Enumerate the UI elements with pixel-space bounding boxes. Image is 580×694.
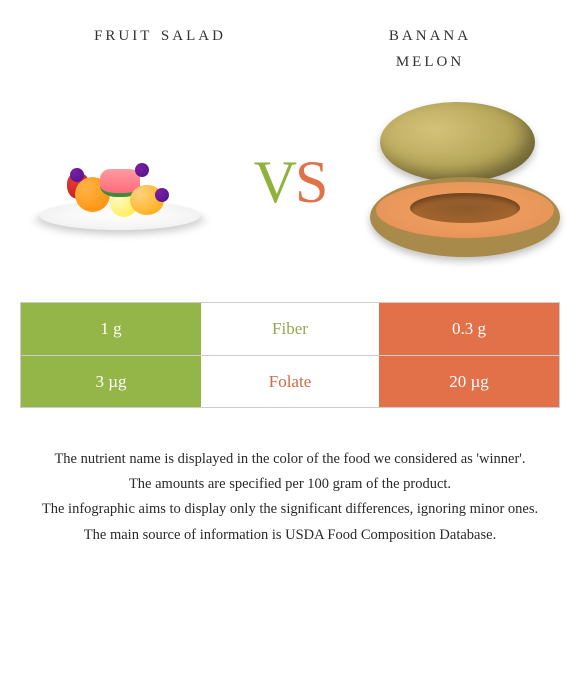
footnote-line: The nutrient name is displayed in the co… <box>30 448 550 471</box>
table-row: 3 µgFolate20 µg <box>21 355 559 407</box>
nutrient-name: Fiber <box>201 303 379 355</box>
title-right: banana melon <box>330 20 530 72</box>
nutrient-name: Folate <box>201 356 379 407</box>
footnote-line: The infographic aims to display only the… <box>30 498 550 521</box>
footnotes: The nutrient name is displayed in the co… <box>0 408 580 547</box>
fruit-salad-image <box>30 107 210 257</box>
left-value: 3 µg <box>21 356 201 407</box>
footnote-line: The main source of information is USDA F… <box>30 524 550 547</box>
table-row: 1 gFiber0.3 g <box>21 303 559 355</box>
comparison-table: 1 gFiber0.3 g3 µgFolate20 µg <box>20 302 560 408</box>
title-left: Fruit salad <box>50 20 270 72</box>
vs-label: VS <box>254 148 327 217</box>
vs-s: S <box>295 149 326 215</box>
footnote-line: The amounts are specified per 100 gram o… <box>30 473 550 496</box>
banana-melon-image <box>370 107 550 257</box>
vs-v: V <box>254 149 295 215</box>
left-value: 1 g <box>21 303 201 355</box>
right-value: 0.3 g <box>379 303 559 355</box>
title-right-line1: banana <box>389 20 471 45</box>
title-row: Fruit salad banana melon <box>0 0 580 82</box>
right-value: 20 µg <box>379 356 559 407</box>
title-right-line2: melon <box>396 46 464 71</box>
images-row: VS <box>0 82 580 302</box>
